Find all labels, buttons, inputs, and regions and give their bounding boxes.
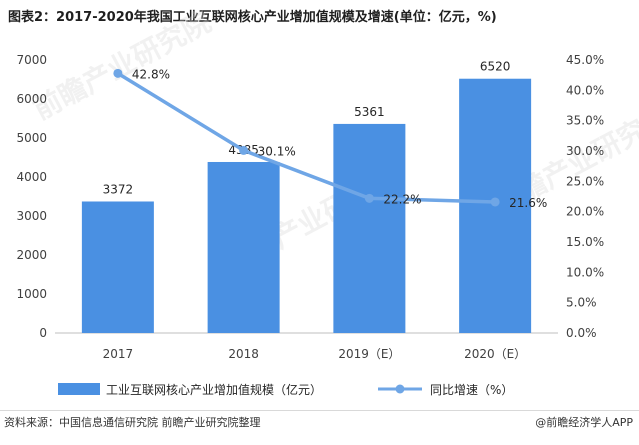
footer-source: 资料来源：中国信息通信研究院 前瞻产业研究院整理 bbox=[4, 416, 261, 429]
y-right-tick-label: 0.0% bbox=[566, 326, 597, 340]
x-tick-label: 2018 bbox=[228, 347, 259, 361]
y-right-tick-label: 25.0% bbox=[566, 174, 604, 188]
y-right-tick-label: 5.0% bbox=[566, 296, 597, 310]
legend-bar-swatch bbox=[58, 383, 100, 395]
y-left-tick-label: 1000 bbox=[16, 287, 47, 301]
bar bbox=[81, 201, 154, 333]
bar-data-label: 6520 bbox=[480, 60, 511, 74]
line-data-label: 22.2% bbox=[383, 192, 421, 206]
svg-text:前瞻产业研究院: 前瞻产业研究院 bbox=[28, 5, 217, 126]
line-point bbox=[113, 68, 123, 78]
legend: 工业互联网核心产业增加值规模（亿元） 同比增速（%） bbox=[58, 382, 513, 397]
y-right-tick-label: 20.0% bbox=[566, 205, 604, 219]
bar bbox=[333, 123, 406, 334]
bar bbox=[207, 161, 280, 333]
y-right-tick-label: 35.0% bbox=[566, 114, 604, 128]
line-series bbox=[113, 68, 500, 207]
line-point bbox=[364, 193, 374, 203]
line-data-labels: 42.8% 30.1% 22.2% 21.6% bbox=[132, 67, 547, 210]
line-point bbox=[239, 145, 249, 155]
y-axis-left: 0 1000 2000 3000 4000 5000 6000 7000 bbox=[16, 53, 47, 340]
x-axis: 2017 2018 2019（E） 2020（E） bbox=[103, 347, 527, 361]
chart-title: 图表2：2017-2020年我国工业互联网核心产业增加值规模及增速(单位：亿元，… bbox=[8, 10, 497, 25]
y-left-tick-label: 4000 bbox=[16, 170, 47, 184]
bar-data-label: 3372 bbox=[103, 182, 134, 196]
growth-line bbox=[116, 71, 496, 204]
y-left-tick-label: 5000 bbox=[16, 131, 47, 145]
legend-bar-label: 工业互联网核心产业增加值规模（亿元） bbox=[106, 382, 322, 397]
y-axis-right: 0.0% 5.0% 10.0% 15.0% 20.0% 25.0% 30.0% 35.0% 40… bbox=[566, 53, 604, 340]
y-right-tick-label: 45.0% bbox=[566, 53, 604, 67]
line-point bbox=[490, 197, 500, 207]
y-right-tick-label: 40.0% bbox=[566, 83, 604, 97]
x-tick-label: 2017 bbox=[103, 347, 134, 361]
bar-series bbox=[81, 78, 532, 334]
x-tick-label: 2020（E） bbox=[464, 347, 526, 361]
y-left-tick-label: 6000 bbox=[16, 92, 47, 106]
y-right-tick-label: 10.0% bbox=[566, 265, 604, 279]
y-left-tick-label: 2000 bbox=[16, 248, 47, 262]
bar-data-label: 5361 bbox=[354, 105, 385, 119]
legend-line-label: 同比增速（%） bbox=[430, 383, 513, 397]
footer-brand: @前瞻经济学人APP bbox=[535, 416, 633, 429]
line-data-label: 21.6% bbox=[509, 196, 547, 210]
line-data-label: 42.8% bbox=[132, 67, 170, 81]
line-data-label: 30.1% bbox=[258, 144, 296, 158]
y-right-tick-label: 30.0% bbox=[566, 144, 604, 158]
y-left-tick-label: 7000 bbox=[16, 53, 47, 67]
y-left-tick-label: 3000 bbox=[16, 209, 47, 223]
x-tick-label: 2019（E） bbox=[338, 347, 400, 361]
legend-line-marker bbox=[395, 384, 405, 394]
y-right-tick-label: 15.0% bbox=[566, 235, 604, 249]
footer-divider bbox=[0, 410, 639, 411]
y-left-tick-label: 0 bbox=[39, 326, 47, 340]
